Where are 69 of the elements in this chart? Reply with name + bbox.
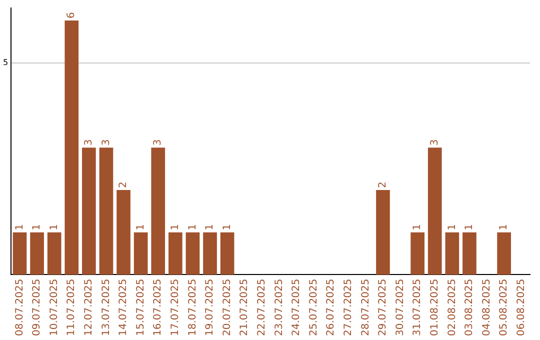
- bar: [30, 232, 44, 275]
- data-label: 3: [84, 139, 95, 146]
- data-label: 1: [464, 224, 476, 230]
- bar: [497, 232, 511, 275]
- x-tick-label: 28.07.2025: [360, 278, 372, 336]
- data-label: 6: [66, 12, 78, 19]
- x-tick-label: 25.07.2025: [308, 278, 320, 336]
- x-tick-label: 22.07.2025: [256, 278, 268, 336]
- bar: [428, 148, 442, 275]
- x-tick-label: 06.08.2025: [516, 278, 527, 336]
- data-label: 1: [412, 224, 424, 230]
- x-tick-label: 19.07.2025: [204, 278, 216, 336]
- x-tick-label: 14.07.2025: [118, 278, 130, 336]
- data-label: 1: [48, 224, 60, 230]
- x-tick-label: 29.07.2025: [378, 278, 389, 336]
- data-label: 2: [378, 182, 389, 188]
- bar: [47, 232, 62, 275]
- x-tick-label: 20.07.2025: [222, 278, 233, 336]
- bar: [462, 232, 476, 275]
- data-label: 1: [498, 224, 510, 230]
- data-label: 3: [152, 139, 164, 146]
- x-tick-label: 08.07.2025: [14, 278, 26, 336]
- data-label: 1: [170, 224, 182, 230]
- data-label: 1: [14, 224, 26, 230]
- bar: [134, 232, 148, 275]
- x-tick-label: 30.07.2025: [394, 278, 406, 336]
- x-tick-label: 04.08.2025: [481, 278, 492, 336]
- bar: [410, 232, 424, 275]
- bar: [445, 232, 460, 275]
- bar: [151, 148, 166, 275]
- x-tick-label: 27.07.2025: [342, 278, 354, 336]
- x-tick-label: 17.07.2025: [170, 278, 182, 336]
- data-label: 1: [187, 224, 198, 230]
- data-label: 3: [100, 139, 112, 146]
- x-tick-label: 16.07.2025: [152, 278, 164, 336]
- data-label: 1: [446, 224, 458, 230]
- bar: [99, 148, 114, 275]
- x-tick-label: 23.07.2025: [274, 278, 285, 336]
- x-tick-label: 12.07.2025: [84, 278, 95, 336]
- x-tick-label: 13.07.2025: [100, 278, 112, 336]
- data-label: 1: [32, 224, 43, 230]
- data-label: 3: [429, 139, 440, 146]
- bar: [220, 232, 234, 275]
- bar: [64, 20, 79, 275]
- bar: [168, 232, 182, 275]
- x-tick-label: 02.08.2025: [446, 278, 458, 336]
- data-label: 1: [204, 224, 216, 230]
- x-tick-label: 11.07.2025: [66, 278, 78, 336]
- x-tick-label: 21.07.2025: [239, 278, 250, 336]
- bar: [203, 232, 217, 275]
- x-tick-label: 10.07.2025: [48, 278, 60, 336]
- data-label: 2: [118, 182, 130, 188]
- x-tick-label: 31.07.2025: [412, 278, 424, 336]
- bar: [12, 232, 27, 275]
- x-tick-label: 01.08.2025: [429, 278, 440, 336]
- x-tick-label: 05.08.2025: [498, 278, 510, 336]
- bar: [376, 190, 390, 275]
- x-tick-label: 24.07.2025: [291, 278, 302, 336]
- x-tick-label: 03.08.2025: [464, 278, 476, 336]
- bar: [82, 148, 96, 275]
- bar: [186, 232, 200, 275]
- bar: [116, 190, 130, 275]
- x-tick-label: 15.07.2025: [135, 278, 146, 336]
- x-tick-label: 26.07.2025: [326, 278, 337, 336]
- data-label: 1: [135, 224, 146, 230]
- data-label: 1: [222, 224, 233, 230]
- y-tick-label: 5: [2, 58, 8, 67]
- x-tick-label: 18.07.2025: [187, 278, 198, 336]
- x-tick-label: 09.07.2025: [32, 278, 43, 336]
